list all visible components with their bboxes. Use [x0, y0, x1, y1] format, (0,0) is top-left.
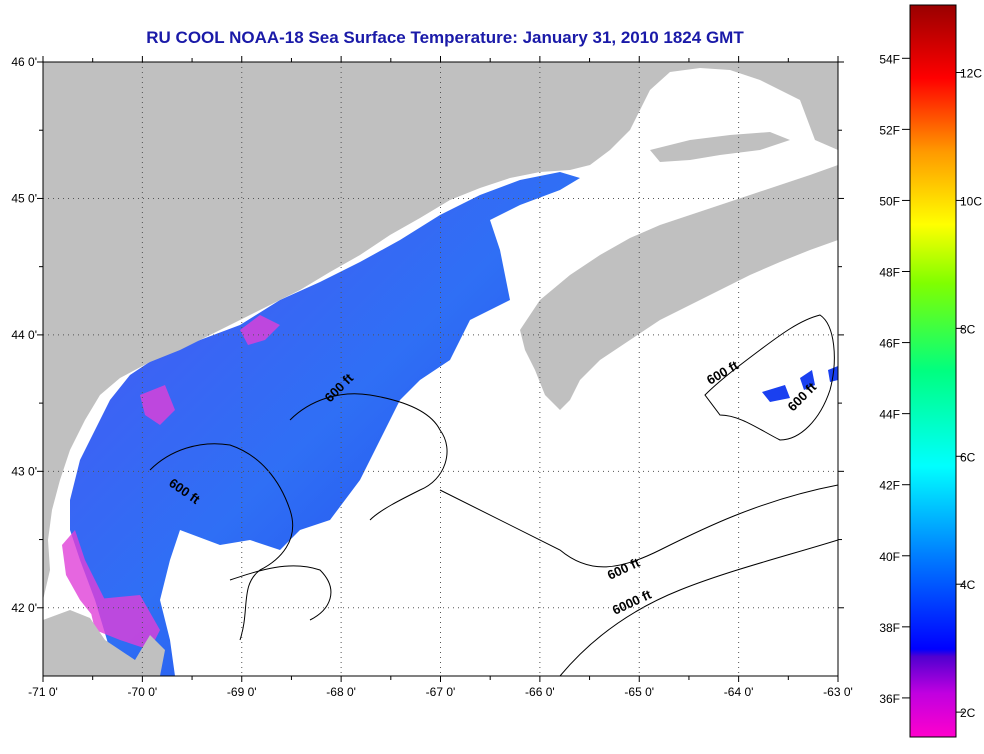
- lon-tick-label: -71 0': [28, 685, 58, 699]
- colorbar-f-label: 48F: [879, 266, 900, 280]
- lon-tick-label: -64 0': [724, 685, 754, 699]
- colorbar-f-label: 40F: [879, 550, 900, 564]
- land-cape-cod: [43, 610, 165, 676]
- land-maine-nb: [43, 62, 838, 600]
- map-title: RU COOL NOAA-18 Sea Surface Temperature:…: [146, 28, 744, 47]
- lat-tick-label: 46 0': [11, 55, 37, 69]
- colorbar-f-label: 52F: [879, 123, 900, 137]
- sst-patch-east: [762, 366, 838, 402]
- colorbar-f-label: 50F: [879, 194, 900, 208]
- longitude-axis: -71 0' -70 0' -69 0' -68 0' -67 0' -66 0' -65 …: [28, 56, 853, 699]
- sst-data-field: [70, 172, 580, 676]
- bathymetry-contours: [149, 314, 838, 676]
- colorbar-c-label: 10C: [960, 194, 982, 208]
- lat-tick-label: 43 0': [11, 464, 37, 478]
- colorbar-f-label: 44F: [879, 408, 900, 422]
- colorbar-c-label: 8C: [960, 322, 976, 336]
- colorbar-f-label: 42F: [879, 479, 900, 493]
- lat-tick-label: 42 0': [11, 601, 37, 615]
- colorbar-f-label: 46F: [879, 337, 900, 351]
- colorbar-f-label: 38F: [879, 621, 900, 635]
- lon-tick-label: -66 0': [525, 685, 555, 699]
- lon-tick-label: -69 0': [227, 685, 257, 699]
- land-pei: [650, 132, 790, 162]
- colorbar: [909, 4, 957, 738]
- lon-tick-label: -70 0': [128, 685, 158, 699]
- lat-tick-label: 45 0': [11, 191, 37, 205]
- land-cape-breton: [800, 80, 838, 150]
- latitude-axis: 46 0' 45 0' 44 0' 43 0' 42 0': [11, 55, 844, 615]
- land-nova-scotia: [520, 165, 838, 410]
- colorbar-fahrenheit-labels: 54F 52F 50F 48F 46F 44F 42F 40F 38F 36F: [879, 52, 910, 706]
- lon-tick-label: -68 0': [326, 685, 356, 699]
- lon-tick-label: -63 0': [823, 685, 853, 699]
- colorbar-c-label: 12C: [960, 67, 982, 81]
- lon-tick-label: -65 0': [624, 685, 654, 699]
- lat-tick-label: 44 0': [11, 328, 37, 342]
- colorbar-f-label: 36F: [879, 692, 900, 706]
- colorbar-c-label: 6C: [960, 450, 976, 464]
- colorbar-celsius-labels: 12C 10C 8C 6C 4C 2C: [956, 67, 982, 720]
- colorbar-f-label: 54F: [879, 52, 900, 66]
- colorbar-c-label: 2C: [960, 706, 976, 720]
- colorbar-c-label: 4C: [960, 578, 976, 592]
- lon-tick-label: -67 0': [426, 685, 456, 699]
